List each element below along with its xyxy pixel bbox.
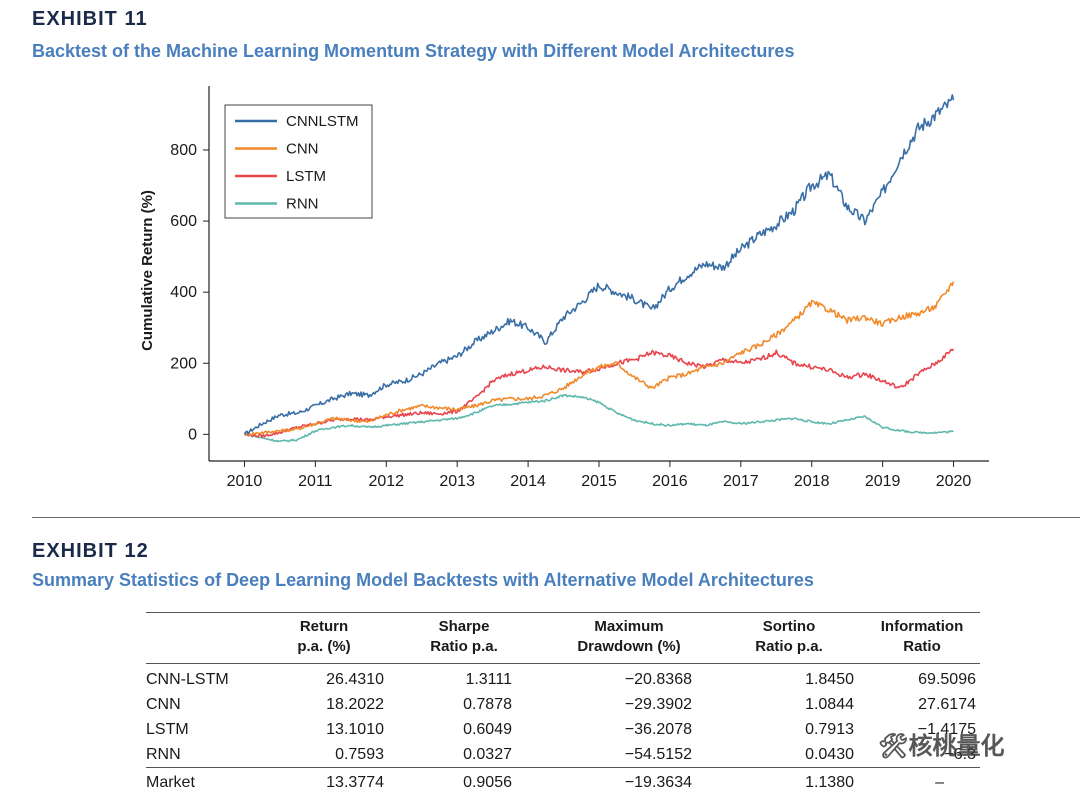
cell-information: 27.6174 [918, 695, 976, 713]
cell-information: 69.5096 [918, 670, 976, 688]
cell-sortino: 0.7913 [805, 720, 854, 738]
series-line-rnn [244, 393, 954, 443]
cell-sortino: 0.0430 [805, 745, 854, 763]
table-row: CNN-LSTM 26.4310 1.3111 −20.8368 1.8450 … [146, 664, 980, 693]
cell-return: 18.2022 [326, 695, 384, 713]
table-header-blank [146, 612, 264, 664]
x-tick-label: 2019 [865, 473, 901, 490]
y-tick-label: 0 [188, 426, 197, 443]
legend-label-cnn: CNN [286, 141, 319, 158]
exhibit-12-label: EXHIBIT 12 [32, 540, 149, 562]
y-tick-label: 200 [170, 355, 197, 372]
table-header-sharpe: Sharpe Ratio p.a. [384, 612, 544, 664]
cell-drawdown: −19.3634 [544, 767, 714, 795]
cell-return: 26.4310 [326, 670, 384, 688]
table-header-row: Return p.a. (%) Sharpe Ratio p.a. Maximum D… [146, 612, 980, 664]
row-name: CNN-LSTM [146, 670, 229, 688]
x-tick-label: 2018 [794, 473, 830, 490]
y-tick-label: 400 [170, 284, 197, 301]
watermark-logo: 🛠核桃量化 [878, 732, 1005, 760]
x-tick-label: 2017 [723, 473, 759, 490]
y-tick-label: 600 [170, 213, 197, 230]
legend-label-cnnlstm: CNNLSTM [286, 113, 359, 130]
x-tick-label: 2020 [936, 473, 972, 490]
cell-sortino: 1.0844 [805, 695, 854, 713]
row-name: CNN [146, 695, 181, 713]
cell-return: 0.7593 [335, 745, 384, 763]
row-name: LSTM [146, 720, 189, 738]
x-tick-label: 2014 [510, 473, 546, 490]
cell-drawdown: −36.2078 [624, 720, 692, 738]
exhibit-12-subtitle: Summary Statistics of Deep Learning Mode… [32, 570, 814, 590]
cell-return: 13.1010 [326, 720, 384, 738]
cell-sharpe: 0.7878 [463, 695, 512, 713]
cell-information: −6.3 [944, 745, 976, 763]
table-row-market: Market 13.3774 0.9056 −19.3634 1.1380 – [146, 767, 980, 795]
x-tick-label: 2010 [227, 473, 263, 490]
exhibit-11-label: EXHIBIT 11 [32, 8, 148, 30]
x-tick-label: 2015 [581, 473, 617, 490]
row-name: RNN [146, 745, 181, 763]
table-header-drawdown: Maximum Drawdown (%) [544, 612, 714, 664]
x-tick-label: 2013 [439, 473, 475, 490]
cell-drawdown: −20.8368 [624, 670, 692, 688]
table-header-return: Return p.a. (%) [264, 612, 384, 664]
section-divider [32, 517, 1080, 518]
cell-return: 13.3774 [264, 767, 384, 795]
exhibit-11-subtitle: Backtest of the Machine Learning Momentu… [32, 41, 795, 61]
legend-label-lstm: LSTM [286, 168, 326, 185]
cell-sharpe: 0.6049 [463, 720, 512, 738]
table-row: RNN 0.7593 0.0327 −54.5152 0.0430 −6.3 [146, 742, 980, 768]
cell-sortino: 1.8450 [805, 670, 854, 688]
legend-box [224, 104, 373, 219]
backtest-chart: 2010 2011 2012 2013 2014 2015 2016 2017 2018 2019… [139, 86, 989, 490]
cell-sharpe: 0.0327 [463, 745, 512, 763]
table-header-information: Information Ratio [864, 612, 980, 664]
cell-sortino: 1.1380 [714, 767, 864, 795]
y-axis-label: Cumulative Return (%) [139, 190, 156, 351]
series-line-cnnlstm [243, 94, 955, 435]
row-name: Market [146, 767, 264, 795]
x-tick-label: 2016 [652, 473, 688, 490]
summary-stats-table: Return p.a. (%) Sharpe Ratio p.a. Maximum D… [146, 612, 980, 795]
table-row: CNN 18.2022 0.7878 −29.3902 1.0844 27.61… [146, 692, 980, 717]
x-tick-label: 2012 [368, 473, 404, 490]
x-tick-label: 2011 [298, 473, 333, 490]
table-row: LSTM 13.1010 0.6049 −36.2078 0.7913 −1.4… [146, 717, 980, 742]
legend-label-rnn: RNN [286, 196, 319, 213]
series-line-cnn [243, 281, 955, 437]
table-header-sortino: Sortino Ratio p.a. [714, 612, 864, 664]
cell-information: −1.4175 [917, 720, 976, 738]
cell-information: – [864, 767, 980, 795]
cell-sharpe: 0.9056 [384, 767, 544, 795]
y-tick-label: 800 [170, 142, 197, 159]
cell-drawdown: −54.5152 [624, 745, 692, 763]
cell-drawdown: −29.3902 [624, 695, 692, 713]
cell-sharpe: 1.3111 [465, 670, 512, 688]
